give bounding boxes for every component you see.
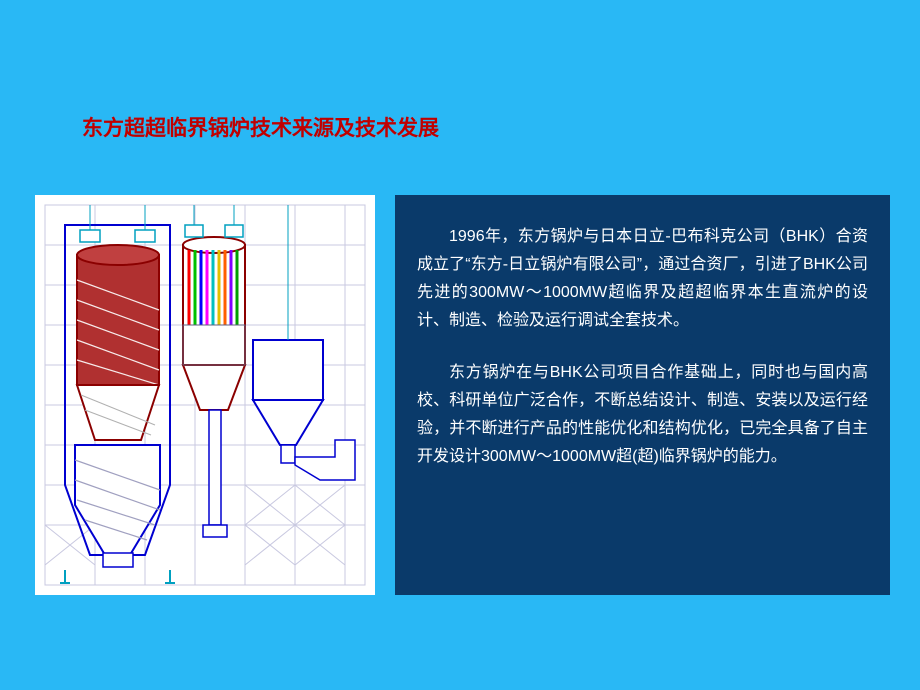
furnace-body <box>77 245 159 440</box>
slide-title: 东方超超临界锅炉技术来源及技术发展 <box>82 112 439 142</box>
paragraph-1: 1996年，东方锅炉与日本日立-巴布科克公司（BHK）合资成立了“东方-日立锅炉… <box>417 223 868 335</box>
boiler-diagram-panel <box>35 195 375 595</box>
text-panel: 1996年，东方锅炉与日本日立-巴布科克公司（BHK）合资成立了“东方-日立锅炉… <box>395 195 890 595</box>
separator-vessel <box>183 237 245 410</box>
paragraph-2: 东方锅炉在与BHK公司项目合作基础上，同时也与国内高校、科研单位广泛合作，不断总… <box>417 359 868 471</box>
downcomer <box>203 410 227 537</box>
boiler-schematic <box>35 195 375 595</box>
backpass-hopper <box>253 340 355 480</box>
